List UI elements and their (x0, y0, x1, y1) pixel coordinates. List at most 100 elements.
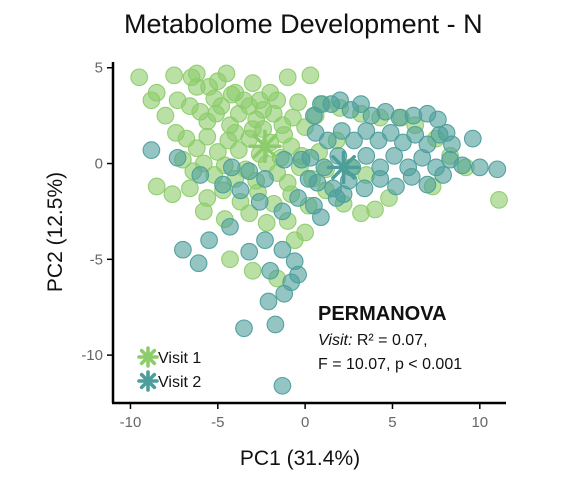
data-point-visit-2 (352, 95, 370, 113)
data-point-visit-1 (268, 91, 287, 110)
x-tick-label: 5 (388, 414, 396, 431)
data-point-visit-2 (235, 319, 253, 338)
data-point-visit-2 (402, 168, 421, 186)
centroid-star-visit-1 (248, 129, 282, 164)
data-point-visit-1 (130, 68, 149, 87)
data-point-visit-2 (142, 141, 161, 159)
data-point-visit-2 (250, 192, 269, 211)
data-point-visit-1 (165, 66, 183, 85)
data-point-visit-1 (187, 78, 206, 96)
data-point-visit-2 (418, 175, 437, 194)
legend: Visit 1 Visit 2 (137, 346, 201, 392)
data-point-visit-2 (443, 135, 461, 154)
data-point-visit-2 (240, 242, 259, 261)
data-point-visit-2 (191, 166, 210, 184)
annotation-line-2: F = 10.07, p < 0.001 (318, 356, 462, 373)
data-point-visit-1 (156, 106, 175, 125)
data-point-visit-2 (275, 284, 294, 303)
data-point-visit-2 (266, 315, 285, 334)
y-ticks: 5 0 -5 -10 (81, 60, 113, 364)
data-point-visit-2 (174, 240, 192, 259)
data-point-visit-2 (357, 122, 376, 140)
x-tick-label: -10 (120, 414, 142, 431)
data-point-visit-2 (345, 131, 363, 150)
x-tick-label: -5 (211, 414, 224, 431)
y-tick-label: 0 (95, 156, 103, 173)
data-point-visit-2 (357, 147, 376, 165)
data-point-visit-2 (387, 177, 405, 196)
data-point-visit-2 (222, 158, 241, 177)
annotation-r2: R² = 0.07, (352, 332, 427, 349)
data-point-visit-1 (226, 124, 245, 142)
data-point-visit-2 (273, 376, 292, 395)
data-point-visit-2 (256, 231, 274, 250)
data-point-visit-1 (235, 91, 253, 110)
data-point-visit-1 (181, 179, 199, 198)
data-point-visit-2 (463, 129, 482, 148)
x-ticks: -10 -5 0 5 10 (120, 403, 488, 431)
data-point-visit-2 (289, 265, 307, 284)
data-point-visit-2 (318, 131, 337, 150)
data-point-visit-1 (205, 89, 224, 108)
legend-star-visit-2 (137, 370, 159, 392)
data-point-visit-1 (142, 91, 161, 110)
x-tick-label: 10 (471, 414, 488, 431)
data-point-visit-2 (275, 150, 294, 169)
data-point-visit-1 (275, 125, 294, 144)
legend-star-visit-2-stroke (139, 372, 157, 390)
chart-title: Metabolome Development - N (124, 9, 483, 39)
data-point-visit-1 (147, 177, 166, 196)
centroid-layer (248, 129, 361, 185)
data-point-visit-2 (381, 124, 400, 142)
data-point-visit-1 (366, 200, 384, 219)
data-point-visit-2 (334, 185, 353, 204)
data-point-visit-1 (163, 185, 182, 204)
y-axis-title: PC2 (12.5%) (44, 172, 67, 292)
y-tick-label: 5 (95, 60, 103, 77)
data-point-visit-2 (221, 217, 239, 236)
annotation-line-1: Visit: R² = 0.07, (318, 332, 428, 349)
data-point-visit-1 (243, 74, 262, 92)
data-point-visit-2 (259, 292, 278, 311)
data-point-visit-1 (301, 66, 320, 85)
data-point-visit-2 (312, 208, 330, 227)
data-point-visit-1 (257, 214, 276, 232)
data-point-visit-1 (198, 127, 217, 146)
x-tick-label: 0 (301, 414, 309, 431)
legend-star-visit-1-stroke (139, 348, 157, 366)
data-point-visit-1 (285, 231, 304, 250)
data-point-visit-2 (261, 261, 280, 280)
data-point-visit-1 (254, 101, 273, 119)
data-point-visit-2 (413, 148, 432, 167)
data-point-visit-2 (301, 148, 320, 167)
permanova-annotation: PERMANOVA Visit: R² = 0.07, F = 10.07, p… (318, 303, 462, 373)
annotation-visit-label: Visit: (318, 332, 352, 349)
x-axis-title: PC1 (31.4%) (240, 447, 360, 470)
data-point-visit-2 (214, 175, 232, 194)
data-point-visit-1 (490, 191, 508, 209)
data-point-visit-1 (243, 261, 262, 280)
y-tick-label: -5 (90, 251, 103, 268)
data-point-visit-2 (488, 160, 507, 179)
data-point-visit-1 (221, 250, 239, 269)
legend-label-visit-2: Visit 2 (158, 374, 201, 391)
data-point-visit-2 (200, 231, 218, 250)
data-point-visit-2 (289, 189, 307, 207)
data-point-visit-1 (289, 93, 307, 112)
data-point-visit-2 (256, 170, 274, 188)
data-point-visit-2 (406, 125, 425, 144)
annotation-heading: PERMANOVA (318, 303, 447, 325)
data-point-visit-2 (240, 162, 259, 181)
data-point-visit-1 (217, 64, 236, 83)
data-point-visit-2 (308, 173, 327, 192)
points-layer (130, 64, 508, 395)
data-point-visit-2 (273, 202, 292, 221)
data-point-visit-1 (240, 204, 259, 223)
data-point-visit-2 (189, 254, 208, 273)
data-point-visit-2 (231, 181, 250, 200)
data-point-visit-2 (470, 158, 489, 177)
data-point-visit-1 (243, 120, 262, 138)
centroid-star-visit-2-stroke (331, 154, 356, 180)
y-tick-label: -10 (81, 347, 103, 364)
data-point-visit-2 (453, 156, 472, 175)
